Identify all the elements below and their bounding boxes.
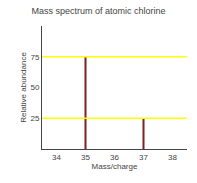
svg-text:Relative abundance: Relative abundance [19, 52, 28, 123]
svg-text:Mass spectrum of atomic chlori: Mass spectrum of atomic chlorine [31, 6, 165, 16]
svg-text:34: 34 [52, 153, 61, 162]
svg-text:Mass/charge: Mass/charge [92, 162, 138, 171]
svg-text:37: 37 [139, 153, 148, 162]
svg-text:36: 36 [110, 153, 119, 162]
svg-text:35: 35 [81, 153, 90, 162]
svg-text:25: 25 [30, 114, 39, 123]
svg-text:75: 75 [30, 53, 39, 62]
svg-text:50: 50 [30, 83, 39, 92]
svg-text:38: 38 [168, 153, 177, 162]
